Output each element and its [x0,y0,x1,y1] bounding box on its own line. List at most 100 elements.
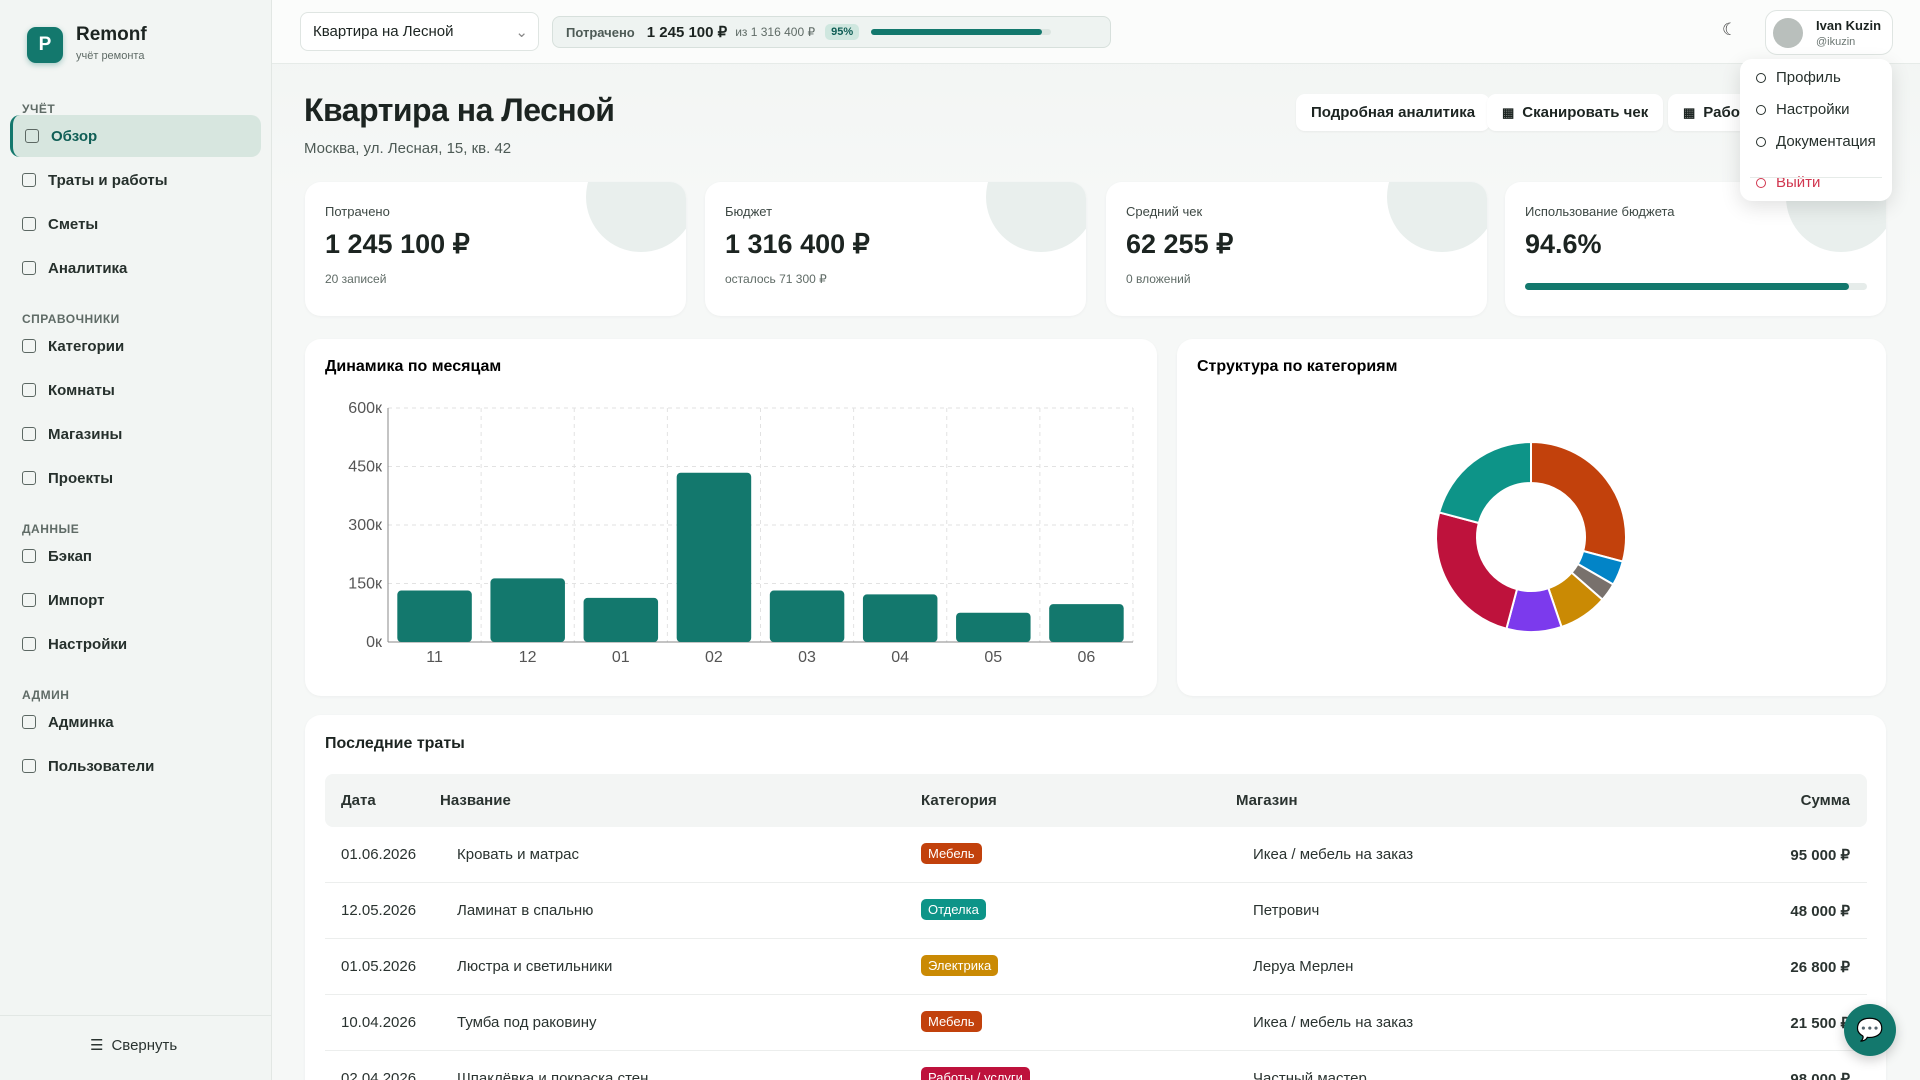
nav-label: Комнаты [48,381,115,399]
nav-section: СПРАВОЧНИКИ [22,312,120,326]
stat-card: Потрачено 1 245 100 ₽ 20 записей [305,182,686,316]
menu-icon [1756,104,1766,115]
nav-icon [25,129,39,143]
chat-button[interactable]: 💬 [1844,1004,1896,1056]
stat-label: Потрачено [325,204,390,219]
project-select[interactable]: Квартира на Лесной ⌄ [300,12,539,51]
cell-sum: 26 800 ₽ [1790,959,1850,976]
menu-divider [1750,177,1882,178]
stat-card: Средний чек 62 255 ₽ 0 вложений [1106,182,1487,316]
user-menu: Профиль Настройки Документация Выйти [1740,59,1892,201]
cell-date: 02.04.2026 [341,1070,417,1080]
nav-icon [22,715,36,729]
nav-label: Обзор [51,127,98,145]
nav-item[interactable]: Импорт [10,579,261,621]
nav-item[interactable]: Категории [10,325,261,367]
cell-date: 10.04.2026 [341,1014,417,1031]
menu-label: Профиль [1776,69,1841,86]
menu-item[interactable]: Профиль [1756,69,1841,86]
bar-card: Динамика по месяцам 0к 150к 300к 450к 600к 11 1… [305,339,1157,696]
spent-value: 1 245 100 ₽ [646,24,728,41]
stat-value: 94.6% [1525,229,1602,259]
button-label: Сканировать чек [1522,104,1649,121]
user-handle: @ikuzin [1816,36,1856,48]
menu-item[interactable]: Настройки [1756,101,1850,118]
stat-card: Бюджет 1 316 400 ₽ осталось 71 300 ₽ [705,182,1086,316]
app-name: Remonf [76,24,147,45]
collapse-label: Свернуть [111,1036,178,1054]
nav-item[interactable]: Комнаты [10,369,261,411]
nav-item[interactable]: Обзор [10,115,261,157]
cell-name: Шпаклёвка и покраска стен [457,1070,649,1080]
nav-icon [22,339,36,353]
nav-icon [22,383,36,397]
cell-name: Тумба под раковину [457,1014,597,1031]
stat-value: 1 245 100 ₽ [325,229,470,259]
nav-icon [22,217,36,231]
main: Квартира на Лесной ⌄ Потрачено 1 245 100 … [272,0,1920,1080]
decor-circle [586,182,686,252]
sidebar: P Remonf учёт ремонта УЧЁТ Обзор Траты и р… [0,0,272,1080]
budget-progress: Потрачено 1 245 100 ₽ из 1 316 400 ₽ 95% [552,16,1111,48]
y-tick-label: 600к [348,400,383,417]
user-button[interactable]: Ivan Kuzin @ikuzin [1765,10,1893,55]
action-button[interactable]: Подробная аналитика [1296,94,1491,131]
button-label: Работ [1703,104,1747,121]
stat-label: Средний чек [1126,204,1203,219]
cell-name: Кровать и матрас [457,846,580,863]
cell-name: Ламинат в спальню [457,902,594,919]
chart-title: Динамика по месяцам [325,358,501,375]
nav-item[interactable]: Бэкап [10,535,261,577]
nav-label: Админка [48,713,114,731]
nav-label: Пользователи [48,757,155,775]
collapse-button[interactable]: ☰ Свернуть [90,1036,178,1055]
nav-item[interactable]: Настройки [10,623,261,665]
stat-note: осталось 71 300 ₽ [725,272,827,286]
page-title: Квартира на Лесной [304,92,615,128]
project-name: Квартира на Лесной [313,23,454,40]
nav-icon [22,593,36,607]
cell-sum: 95 000 ₽ [1790,847,1850,864]
decor-circle [1387,182,1487,252]
column-header: Дата [341,792,376,809]
theme-toggle[interactable]: ☾ [1722,20,1738,39]
nav-item[interactable]: Пользователи [10,745,261,787]
row-divider [325,938,1867,939]
donut-segment [1530,440,1627,563]
logo: P [27,27,63,63]
recent-table: Последние траты Дата Название Категория Мага… [305,715,1886,1080]
cell-store: Икеа / мебель на заказ [1253,846,1414,863]
nav-item[interactable]: Админка [10,701,261,743]
nav-item[interactable]: Сметы [10,203,261,245]
nav-item[interactable]: Аналитика [10,247,261,289]
column-header: Магазин [1236,792,1298,809]
usage-track [1525,283,1867,290]
cell-store: Частный мастер [1253,1070,1367,1080]
bar [676,472,752,642]
nav-label: Аналитика [48,259,128,277]
cell-sum: 98 000 ₽ [1790,1071,1850,1080]
stat-note: 0 вложений [1126,272,1191,286]
nav-item[interactable]: Траты и работы [10,159,261,201]
action-button[interactable]: ▦ Сканировать чек [1487,94,1664,131]
x-tick-label: 02 [705,649,723,666]
nav-label: Проекты [48,469,114,487]
bar [1049,604,1124,642]
percent-badge: 95% [825,24,860,40]
nav-label: Категории [48,337,125,355]
button-icon: ▦ [1502,104,1515,120]
row-divider [325,994,1867,995]
nav-label: Настройки [48,635,128,653]
cell-store: Петрович [1253,902,1320,919]
chart-title: Структура по категориям [1197,358,1397,375]
menu-item[interactable]: Документация [1756,133,1876,150]
nav-item[interactable]: Проекты [10,457,261,499]
nav-label: Магазины [48,425,123,443]
nav-item[interactable]: Магазины [10,413,261,455]
menu-item[interactable]: Выйти [1756,174,1820,191]
nav-label: Сметы [48,215,99,233]
nav-label: Траты и работы [48,171,168,189]
progress-fill [871,29,1043,35]
button-label: Подробная аналитика [1311,104,1476,121]
stat-note: 20 записей [325,272,387,286]
